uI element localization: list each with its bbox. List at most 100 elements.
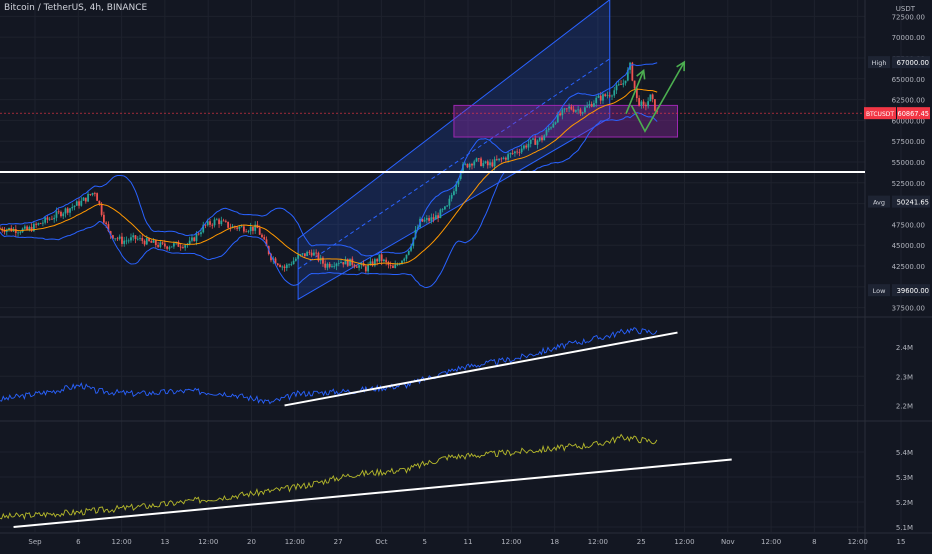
candle-body (236, 227, 239, 229)
price-axis-currency: USDT (896, 5, 916, 13)
candle-body (500, 158, 503, 160)
candle-body (292, 260, 295, 265)
price-axis-tick-label: 42500.00 (892, 263, 925, 271)
candle-body (392, 265, 394, 268)
time-axis-tick-label: 15 (897, 538, 906, 546)
candle-body (437, 215, 440, 219)
candle-body (599, 95, 602, 101)
candle-body (238, 226, 241, 229)
candle-body (177, 241, 180, 247)
candle-body (502, 157, 505, 159)
candle-body (150, 241, 153, 243)
candle-body (44, 217, 47, 223)
candle-body (597, 95, 600, 98)
candle-body (617, 84, 620, 86)
price-axis-tick-label: 72500.00 (892, 13, 925, 21)
candle-body (299, 254, 302, 256)
candle-body (182, 247, 184, 249)
candle-body (477, 158, 480, 160)
indicator2-tick-label: 5.2M (896, 499, 913, 507)
bollinger-lower (0, 112, 658, 288)
candle-body (432, 217, 435, 220)
candle-body (480, 158, 482, 167)
candle-body (35, 223, 38, 225)
high-value: 67000.00 (897, 59, 929, 67)
candle-body (536, 140, 539, 145)
candle-body (622, 83, 625, 85)
candle-body (362, 263, 365, 267)
candle-body (28, 227, 31, 230)
candle-body (572, 109, 575, 112)
candle-body (258, 228, 261, 235)
candle-body (453, 191, 455, 195)
candle-body (331, 266, 333, 268)
candle-body (525, 145, 528, 148)
candle-body (93, 193, 96, 194)
candle-body (538, 137, 541, 141)
candle-body (82, 197, 85, 201)
candle-body (446, 205, 449, 207)
candle-body (425, 218, 428, 220)
candle-body (394, 264, 397, 268)
candle-body (197, 233, 200, 235)
candle-body (584, 107, 586, 113)
candle-body (493, 159, 496, 167)
candle-body (579, 109, 582, 114)
candle-body (163, 243, 166, 247)
candle-body (134, 235, 137, 240)
candle-body (188, 240, 191, 244)
candle-body (39, 223, 42, 225)
candle-body (337, 263, 340, 264)
time-axis-tick-label: 20 (247, 538, 256, 546)
candle-body (60, 211, 62, 217)
candle-body (263, 237, 266, 240)
time-axis-tick-label: 25 (637, 538, 646, 546)
candle-body (455, 184, 458, 192)
candle-body (626, 69, 629, 81)
candle-body (504, 157, 507, 160)
candle-body (523, 145, 525, 149)
candle-body (349, 258, 351, 266)
candle-body (516, 151, 519, 153)
candle-body (457, 178, 460, 185)
candle-body (254, 224, 257, 231)
time-axis-tick-label: 8 (812, 538, 816, 546)
candle-body (644, 104, 647, 107)
candle-body (306, 251, 309, 257)
price-axis-tick-label: 70000.00 (892, 34, 925, 42)
candle-body (534, 138, 537, 145)
indicator1-trendline (284, 331, 678, 407)
candle-body (123, 240, 126, 244)
candle-body (218, 219, 220, 225)
time-axis-tick-label: 6 (76, 538, 81, 546)
candle-body (98, 200, 101, 205)
candle-body (640, 101, 643, 106)
candle-body (615, 85, 618, 91)
candle-body (179, 246, 182, 248)
candle-body (315, 252, 318, 254)
candle-body (71, 207, 74, 209)
time-axis-tick-label: 12:00 (501, 538, 521, 546)
moving-average (0, 88, 658, 266)
candle-body (401, 260, 403, 265)
candle-body (328, 263, 331, 267)
candle-body (647, 101, 650, 107)
candle-body (73, 205, 76, 208)
candle-body (507, 154, 510, 160)
candle-body (380, 254, 383, 262)
candle-body (281, 266, 284, 268)
candle-body (87, 194, 89, 202)
candle-body (154, 240, 157, 246)
candle-body (550, 127, 552, 129)
candle-body (563, 108, 566, 110)
price-axis-tick-label: 65000.00 (892, 76, 925, 84)
candle-body (495, 159, 498, 161)
time-axis-tick-label: 12:00 (198, 538, 218, 546)
candle-body (654, 99, 656, 111)
candle-body (66, 208, 69, 213)
candle-body (373, 259, 376, 266)
candle-body (105, 222, 108, 225)
candle-body (116, 238, 119, 240)
